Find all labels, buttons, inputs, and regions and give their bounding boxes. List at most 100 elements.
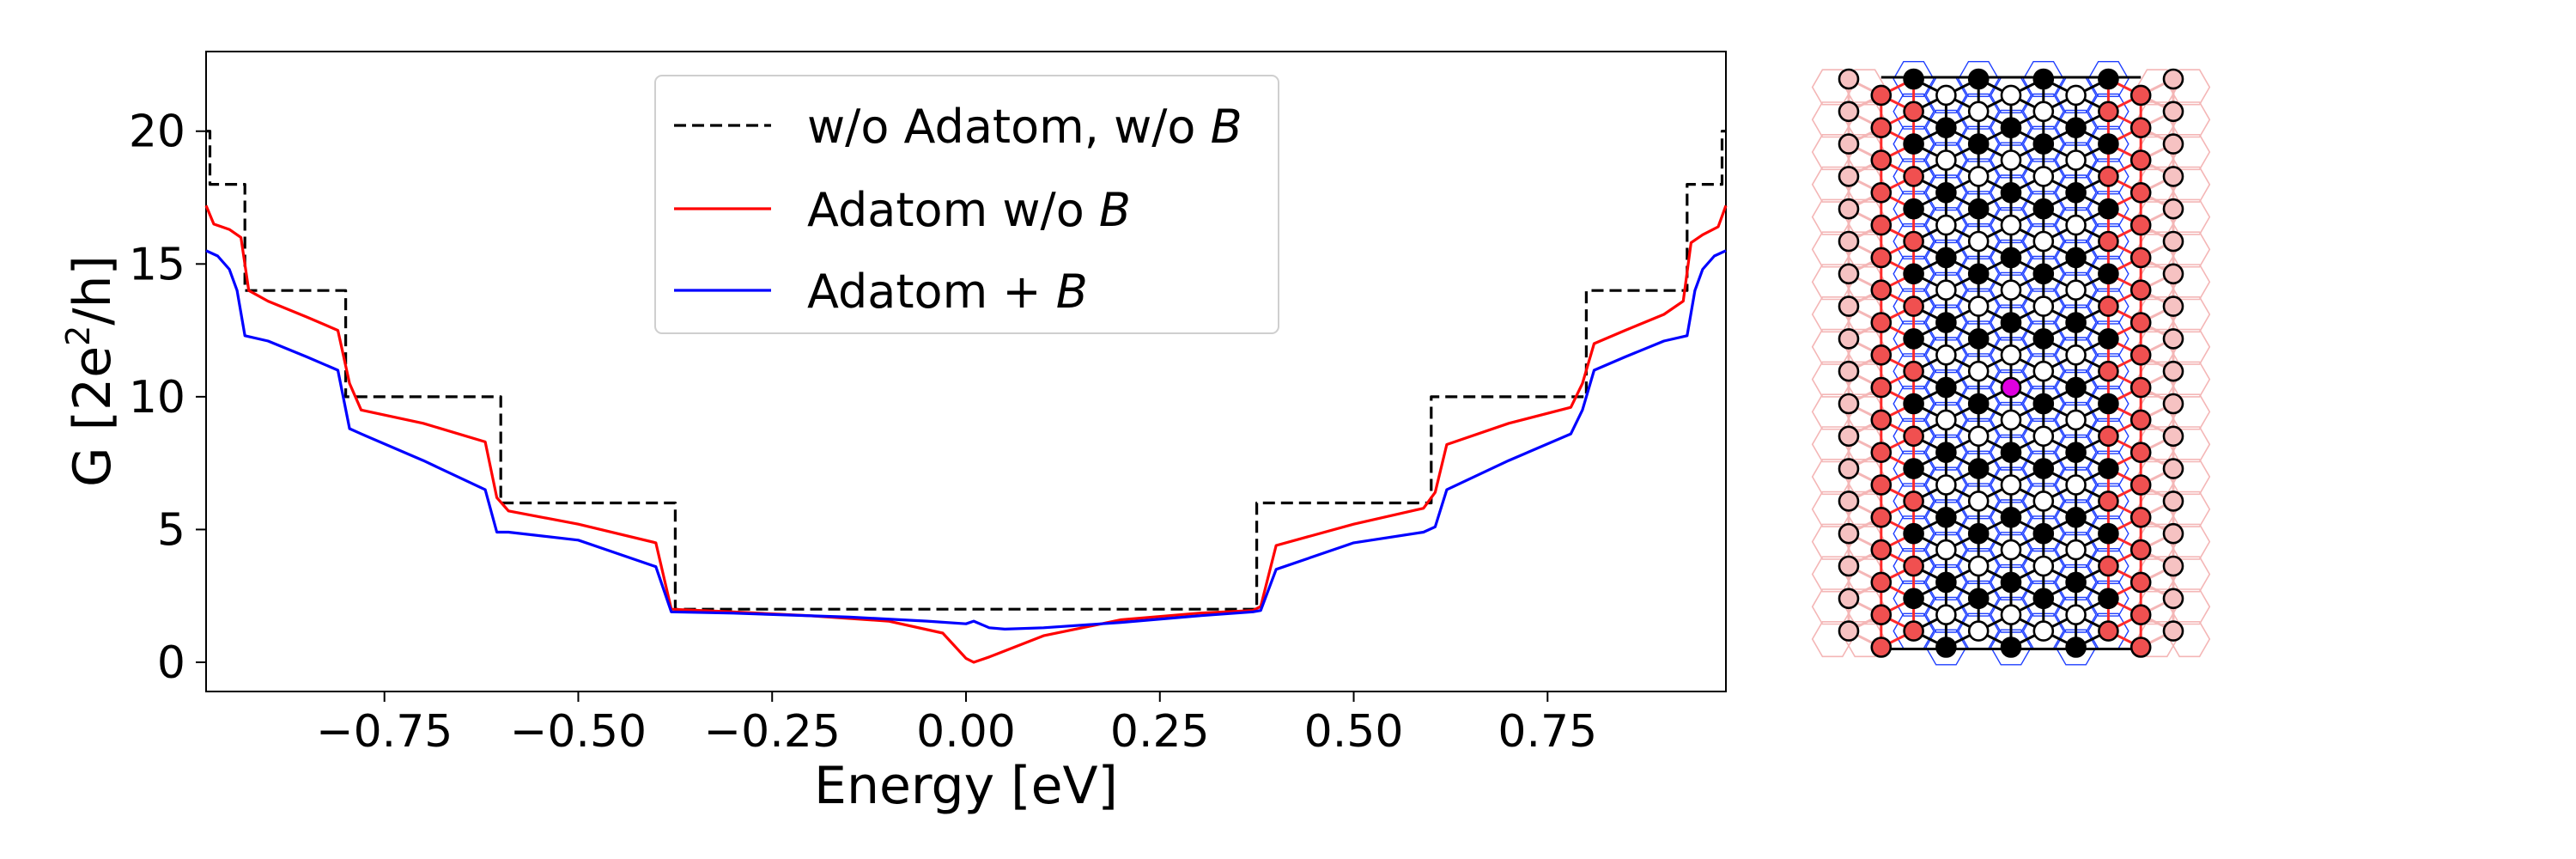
lattice-site bbox=[1903, 490, 1924, 512]
hex-cell bbox=[1925, 532, 1967, 569]
lattice-site bbox=[1870, 84, 1893, 107]
lattice-site bbox=[1870, 279, 1893, 302]
hex-cell bbox=[1893, 320, 1935, 357]
lattice-site bbox=[2032, 133, 2055, 155]
hex-cell bbox=[2055, 239, 2097, 276]
legend-text-series-2: Adatom w/o bbox=[807, 183, 1099, 237]
hex-cell bbox=[1893, 548, 1935, 584]
hex-cell bbox=[1925, 142, 1967, 179]
lattice-site bbox=[1903, 458, 1924, 479]
hex-cell bbox=[1925, 434, 1967, 471]
lattice-site bbox=[2065, 571, 2087, 594]
y-axis-label-exp: 2 bbox=[59, 326, 97, 346]
lattice-site bbox=[2098, 588, 2119, 610]
lattice-site bbox=[2065, 442, 2087, 464]
hex-cell bbox=[2087, 125, 2129, 162]
lattice-site bbox=[2000, 474, 2022, 496]
hex-cell bbox=[1990, 629, 2032, 666]
hex-cell bbox=[2087, 515, 2129, 552]
lattice-site bbox=[2162, 133, 2184, 155]
lattice-site bbox=[1935, 344, 1957, 366]
lattice-site bbox=[2129, 149, 2152, 171]
lattice-site bbox=[1903, 393, 1924, 415]
lattice-site bbox=[2129, 409, 2152, 431]
hex-cell bbox=[2087, 93, 2129, 130]
hex-cell bbox=[1957, 60, 2000, 98]
lattice-site bbox=[1870, 442, 1893, 464]
legend-symbol-series-1: B bbox=[1211, 100, 1242, 154]
lattice-site bbox=[2162, 230, 2184, 253]
lattice-site bbox=[1935, 539, 1957, 561]
lattice-site bbox=[2098, 620, 2119, 642]
lattice-site bbox=[1838, 166, 1860, 187]
lattice-site bbox=[1967, 68, 1990, 90]
x-tick-label: 0.00 bbox=[916, 706, 1016, 758]
hex-cell bbox=[2055, 401, 2097, 438]
lattice-site bbox=[2129, 506, 2152, 528]
hex-cell bbox=[2022, 223, 2065, 259]
hex-cell bbox=[1893, 158, 1935, 195]
lattice-site bbox=[2032, 230, 2055, 253]
lattice-site bbox=[1838, 360, 1860, 382]
hex-cell bbox=[1893, 191, 1935, 228]
lattice-site bbox=[1903, 620, 1924, 642]
lattice-site bbox=[2000, 312, 2022, 333]
hex-cell bbox=[2055, 466, 2097, 503]
legend-symbol-series-3: B bbox=[1056, 265, 1088, 319]
lattice-site bbox=[2032, 490, 2055, 512]
lattice-site bbox=[1935, 637, 1957, 658]
hex-cell bbox=[1925, 596, 1967, 633]
lattice-site bbox=[2065, 214, 2087, 236]
hex-cell bbox=[2055, 337, 2097, 374]
hex-cell bbox=[2087, 450, 2129, 487]
lattice-site bbox=[2000, 506, 2022, 528]
hex-cell bbox=[2055, 142, 2097, 179]
x-tick-label: −0.50 bbox=[510, 706, 647, 758]
lattice-diagram bbox=[1811, 60, 2211, 666]
lattice-site bbox=[2162, 588, 2184, 610]
hex-cell bbox=[2022, 450, 2065, 487]
hex-cell bbox=[1990, 434, 2032, 471]
hex-cell bbox=[1990, 564, 2032, 600]
lattice-site bbox=[1838, 458, 1860, 479]
lattice-site bbox=[2162, 360, 2184, 382]
legend-label-series-3: Adatom + B bbox=[807, 265, 1088, 319]
lattice-site bbox=[1838, 393, 1860, 415]
lattice-site bbox=[2065, 604, 2087, 626]
lattice-site bbox=[2162, 328, 2184, 350]
lattice-site bbox=[2000, 539, 2022, 561]
lattice-site bbox=[1838, 522, 1860, 545]
hex-cell bbox=[2055, 499, 2097, 536]
lattice-site bbox=[1838, 133, 1860, 155]
hex-cell bbox=[1990, 596, 2032, 633]
hex-cell bbox=[1925, 499, 1967, 536]
lattice-site bbox=[2129, 182, 2152, 204]
lattice-site bbox=[2162, 620, 2184, 642]
hex-cell bbox=[1925, 629, 1967, 666]
lattice-site bbox=[2098, 555, 2119, 577]
hex-cell bbox=[2022, 191, 2065, 228]
lattice-site bbox=[2065, 279, 2087, 302]
lattice-site bbox=[1967, 101, 1990, 123]
lattice-site bbox=[2000, 182, 2022, 204]
lattice-site bbox=[2065, 474, 2087, 496]
hex-cell bbox=[1990, 532, 2032, 569]
hex-cell bbox=[2087, 417, 2129, 454]
lattice-site bbox=[1967, 295, 1990, 317]
hex-cell bbox=[1957, 93, 2000, 130]
hex-cell bbox=[1990, 466, 2032, 503]
y-tick-label: 20 bbox=[129, 107, 185, 158]
lattice-site bbox=[2098, 295, 2119, 317]
lattice-site bbox=[2065, 409, 2087, 431]
hex-cell bbox=[1893, 386, 1935, 422]
lattice-site bbox=[2032, 198, 2055, 220]
hex-cell bbox=[2022, 483, 2065, 520]
lattice-site bbox=[1838, 263, 1860, 285]
hex-cell bbox=[2055, 596, 2097, 633]
lattice-site bbox=[2032, 425, 2055, 448]
lattice-site bbox=[1967, 522, 1990, 545]
lattice-site bbox=[1935, 214, 1957, 236]
lattice-site bbox=[1903, 522, 1924, 545]
lattice-site bbox=[1935, 247, 1957, 269]
